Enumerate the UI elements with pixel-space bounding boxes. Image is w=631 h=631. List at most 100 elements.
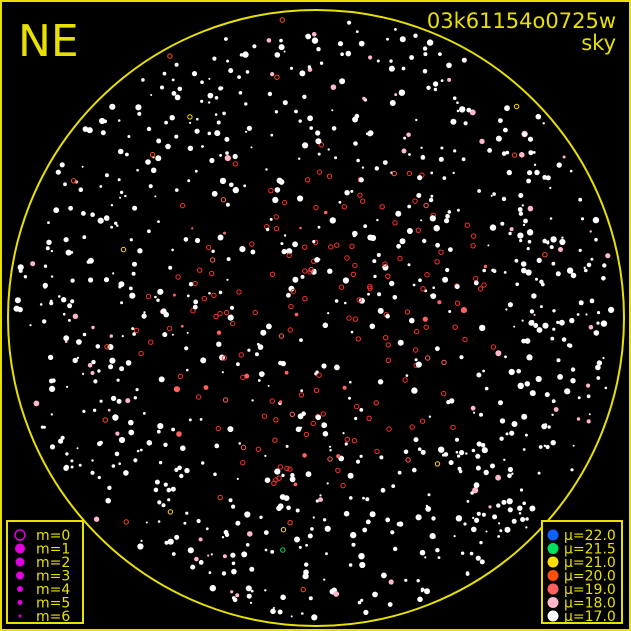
star-marker: [222, 397, 229, 403]
star-marker: [218, 290, 223, 295]
star-marker: [592, 216, 600, 224]
star-marker: [237, 75, 242, 79]
star-marker: [402, 377, 408, 383]
star-marker: [545, 444, 550, 450]
star-marker: [214, 130, 221, 137]
star-marker: [249, 601, 253, 605]
star-marker: [386, 426, 392, 432]
star-marker: [42, 282, 48, 289]
star-marker: [279, 400, 283, 404]
star-marker: [118, 281, 125, 288]
star-marker: [240, 444, 247, 451]
star-marker: [132, 261, 137, 267]
star-marker: [555, 271, 561, 277]
star-marker: [119, 190, 124, 195]
star-marker: [586, 262, 592, 268]
star-marker: [525, 517, 529, 521]
star-marker: [235, 593, 240, 598]
star-marker: [228, 68, 234, 74]
star-marker: [123, 519, 129, 525]
star-marker: [334, 156, 338, 160]
star-marker: [452, 96, 457, 100]
star-marker: [138, 350, 144, 357]
star-marker: [387, 602, 393, 607]
star-marker: [200, 357, 207, 364]
star-marker: [522, 132, 527, 137]
frame-type: sky: [581, 31, 616, 55]
star-marker: [216, 330, 222, 335]
star-marker: [322, 431, 329, 437]
star-marker: [224, 136, 230, 142]
star-marker: [190, 308, 196, 314]
star-marker: [394, 93, 398, 97]
star-marker: [452, 171, 455, 175]
star-marker: [244, 511, 251, 518]
star-marker: [191, 227, 194, 230]
star-marker: [321, 422, 328, 429]
star-marker: [413, 437, 419, 443]
star-marker: [104, 344, 110, 350]
star-marker: [315, 414, 322, 421]
star-marker: [403, 449, 409, 455]
star-marker: [154, 195, 157, 198]
surface-brightness-legend-label: μ=18.0: [564, 596, 616, 612]
star-marker: [366, 415, 372, 421]
star-marker: [70, 465, 74, 469]
star-marker: [127, 135, 131, 138]
star-marker: [490, 463, 495, 469]
star-marker: [300, 274, 305, 279]
star-marker: [298, 157, 301, 160]
star-marker: [373, 274, 377, 279]
star-marker: [351, 438, 358, 444]
star-marker: [327, 148, 330, 151]
star-marker: [288, 285, 295, 292]
star-marker: [13, 305, 20, 312]
star-marker: [389, 59, 393, 63]
star-marker: [527, 205, 534, 212]
star-marker: [368, 55, 373, 60]
star-marker: [283, 234, 287, 237]
star-marker: [53, 207, 60, 214]
star-marker: [457, 454, 461, 458]
star-marker: [461, 157, 466, 162]
star-marker: [466, 500, 470, 503]
star-marker: [315, 370, 319, 374]
star-marker: [207, 92, 214, 99]
star-marker: [187, 547, 194, 554]
star-marker: [420, 219, 423, 222]
star-marker: [487, 244, 490, 247]
star-marker: [167, 509, 174, 515]
star-marker: [90, 470, 95, 475]
star-marker: [349, 243, 355, 250]
star-marker: [331, 109, 334, 112]
star-marker: [527, 136, 534, 142]
star-marker: [245, 130, 248, 133]
star-marker: [50, 413, 53, 416]
star-marker: [289, 411, 295, 417]
star-marker: [97, 475, 101, 480]
star-marker: [321, 363, 327, 369]
star-marker: [476, 372, 482, 378]
star-marker: [303, 431, 310, 438]
star-marker: [150, 94, 153, 96]
star-marker: [76, 339, 82, 345]
star-marker: [154, 479, 160, 485]
star-marker: [91, 459, 94, 462]
star-marker: [82, 372, 85, 375]
star-marker: [454, 300, 461, 306]
star-marker: [165, 143, 171, 150]
star-marker: [95, 344, 101, 349]
star-marker: [448, 460, 454, 466]
star-marker: [552, 327, 556, 331]
magnitude-legend-label: m=0: [36, 528, 70, 544]
star-marker: [141, 78, 145, 82]
star-marker: [224, 532, 230, 537]
star-marker: [350, 189, 354, 193]
star-marker: [265, 227, 270, 232]
star-marker: [277, 503, 284, 510]
star-marker: [455, 515, 463, 522]
star-marker: [150, 167, 157, 174]
star-marker: [473, 280, 479, 286]
star-marker: [118, 436, 126, 444]
